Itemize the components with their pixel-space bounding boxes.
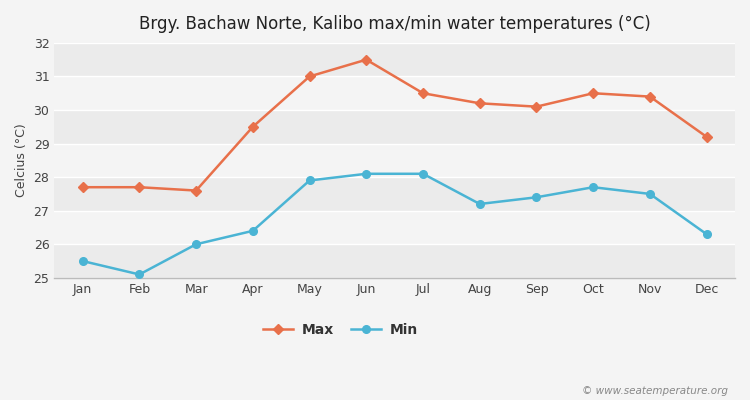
Min	[532, 195, 541, 200]
Min	[419, 171, 428, 176]
Bar	[54, 43, 735, 76]
Max	[248, 124, 257, 129]
Max	[589, 91, 598, 96]
Max	[78, 185, 87, 190]
Min	[78, 259, 87, 264]
Legend: Max, Min: Max, Min	[257, 318, 423, 343]
Max	[362, 57, 370, 62]
Text: © www.seatemperature.org: © www.seatemperature.org	[581, 386, 728, 396]
Line: Min: Min	[79, 170, 710, 278]
Bar	[54, 211, 735, 244]
Min	[305, 178, 314, 183]
Min	[476, 202, 484, 206]
Min	[248, 228, 257, 233]
Bar	[54, 76, 735, 110]
Max	[419, 91, 428, 96]
Min	[646, 192, 655, 196]
Max	[646, 94, 655, 99]
Min	[702, 232, 711, 236]
Bar	[54, 244, 735, 278]
Max	[135, 185, 144, 190]
Bar	[54, 110, 735, 144]
Bar	[54, 177, 735, 211]
Max	[191, 188, 200, 193]
Y-axis label: Celcius (°C): Celcius (°C)	[15, 124, 28, 197]
Line: Max: Max	[80, 56, 710, 194]
Title: Brgy. Bachaw Norte, Kalibo max/min water temperatures (°C): Brgy. Bachaw Norte, Kalibo max/min water…	[139, 15, 650, 33]
Min	[135, 272, 144, 277]
Max	[476, 101, 484, 106]
Max	[305, 74, 314, 79]
Bar	[54, 144, 735, 177]
Max	[532, 104, 541, 109]
Min	[191, 242, 200, 247]
Min	[589, 185, 598, 190]
Max	[702, 134, 711, 139]
Min	[362, 171, 370, 176]
